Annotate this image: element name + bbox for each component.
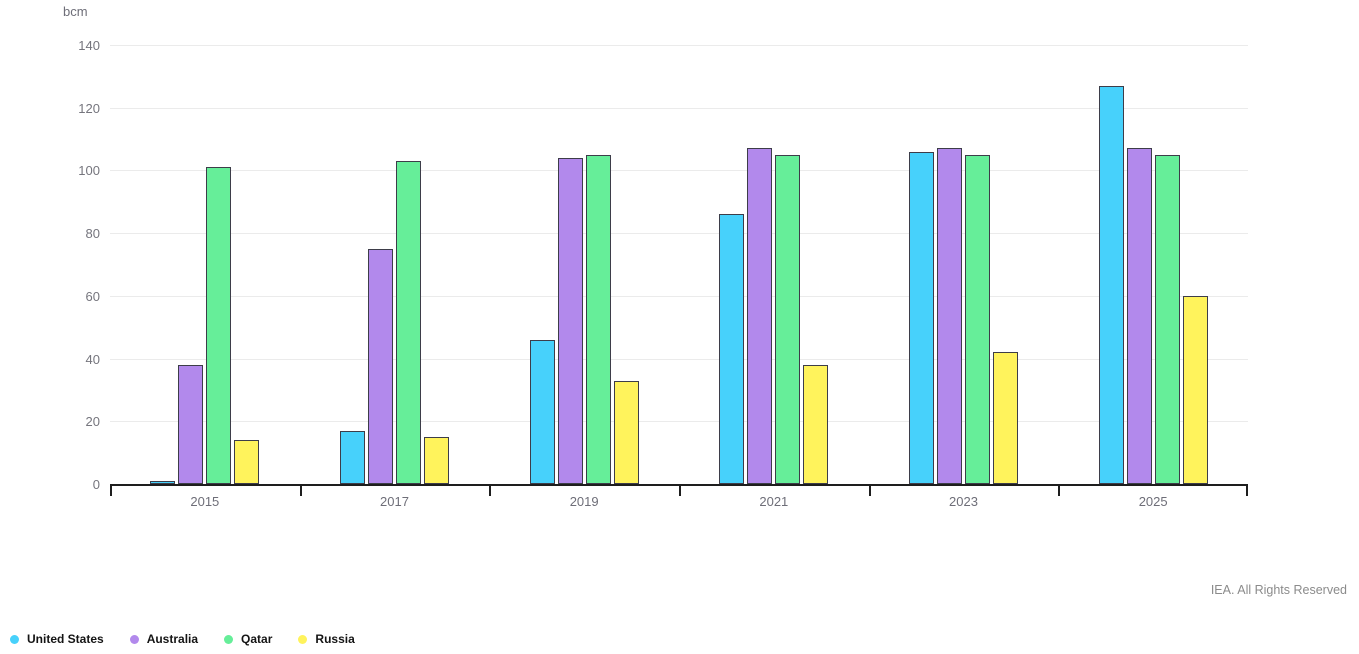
bar-australia-2023[interactable] [937, 148, 962, 484]
y-tick-label-60: 60 [85, 288, 100, 304]
bar-australia-2017[interactable] [368, 248, 393, 484]
gridline-100 [110, 170, 1248, 172]
x-category-label-2025: 2025 [1138, 494, 1168, 509]
legend-label: Russia [315, 632, 355, 646]
gridline-40 [110, 358, 1248, 360]
bar-australia-2019[interactable] [557, 157, 583, 484]
y-tick-label-80: 80 [85, 226, 100, 242]
bar-australia-2025[interactable] [1126, 148, 1152, 484]
bar-russia-2015[interactable] [234, 440, 260, 484]
y-tick-label-140: 140 [78, 38, 100, 53]
bar-united-states-2023[interactable] [909, 151, 934, 484]
legend-item-united-states[interactable]: United States [10, 632, 104, 646]
x-axis-tick [110, 484, 112, 496]
y-axis-unit-label: bcm [63, 4, 88, 19]
bar-russia-2023[interactable] [993, 352, 1018, 484]
legend-label: United States [27, 632, 104, 646]
bar-united-states-2015[interactable] [150, 480, 176, 484]
y-tick-label-40: 40 [85, 351, 100, 367]
bar-australia-2015[interactable] [178, 364, 204, 484]
bar-russia-2021[interactable] [803, 364, 829, 484]
bar-qatar-2023[interactable] [965, 154, 990, 484]
gridline-140 [110, 45, 1248, 46]
legend: United States Australia Qatar Russia [10, 632, 381, 646]
x-axis-tick [299, 484, 302, 496]
legend-dot-icon [224, 634, 234, 644]
gridline-60 [110, 295, 1248, 297]
gridline-20 [110, 421, 1248, 423]
bar-qatar-2015[interactable] [206, 167, 232, 484]
x-category-label-2023: 2023 [949, 494, 978, 509]
y-tick-label-100: 100 [78, 163, 100, 179]
legend-item-qatar[interactable]: Qatar [224, 632, 272, 646]
x-axis-tick [1246, 484, 1248, 496]
legend-item-australia[interactable]: Australia [129, 632, 199, 646]
bar-russia-2025[interactable] [1182, 295, 1208, 484]
bar-australia-2021[interactable] [747, 148, 773, 484]
x-axis-tick [679, 484, 681, 496]
y-tick-label-120: 120 [78, 100, 100, 116]
legend-dot-icon [298, 634, 308, 644]
bar-russia-2019[interactable] [613, 380, 639, 484]
legend-item-russia[interactable]: Russia [298, 632, 355, 646]
legend-dot-icon [129, 634, 139, 644]
x-category-label-2017: 2017 [380, 494, 409, 509]
gridline-80 [110, 233, 1248, 235]
x-category-label-2015: 2015 [190, 494, 220, 509]
gridline-120 [110, 107, 1248, 109]
y-tick-label-0: 0 [92, 477, 100, 492]
legend-label: Qatar [241, 632, 273, 646]
bar-united-states-2025[interactable] [1098, 85, 1124, 484]
bar-qatar-2025[interactable] [1154, 154, 1180, 484]
y-tick-label-20: 20 [85, 414, 100, 430]
bar-russia-2017[interactable] [424, 436, 449, 484]
bar-qatar-2017[interactable] [396, 161, 421, 484]
x-axis-tick [489, 484, 492, 496]
copyright-text: IEA. All Rights Reserved [1210, 583, 1347, 597]
bar-united-states-2019[interactable] [529, 339, 555, 484]
x-axis-tick [1058, 484, 1061, 496]
bar-united-states-2017[interactable] [340, 430, 365, 484]
bar-qatar-2019[interactable] [585, 154, 611, 484]
x-axis-tick [868, 484, 871, 496]
bar-united-states-2021[interactable] [719, 214, 745, 484]
legend-dot-icon [10, 634, 19, 644]
x-category-label-2019: 2019 [569, 494, 599, 509]
legend-label: Australia [146, 632, 199, 646]
x-category-label-2021: 2021 [759, 494, 789, 509]
bar-qatar-2021[interactable] [775, 154, 801, 484]
